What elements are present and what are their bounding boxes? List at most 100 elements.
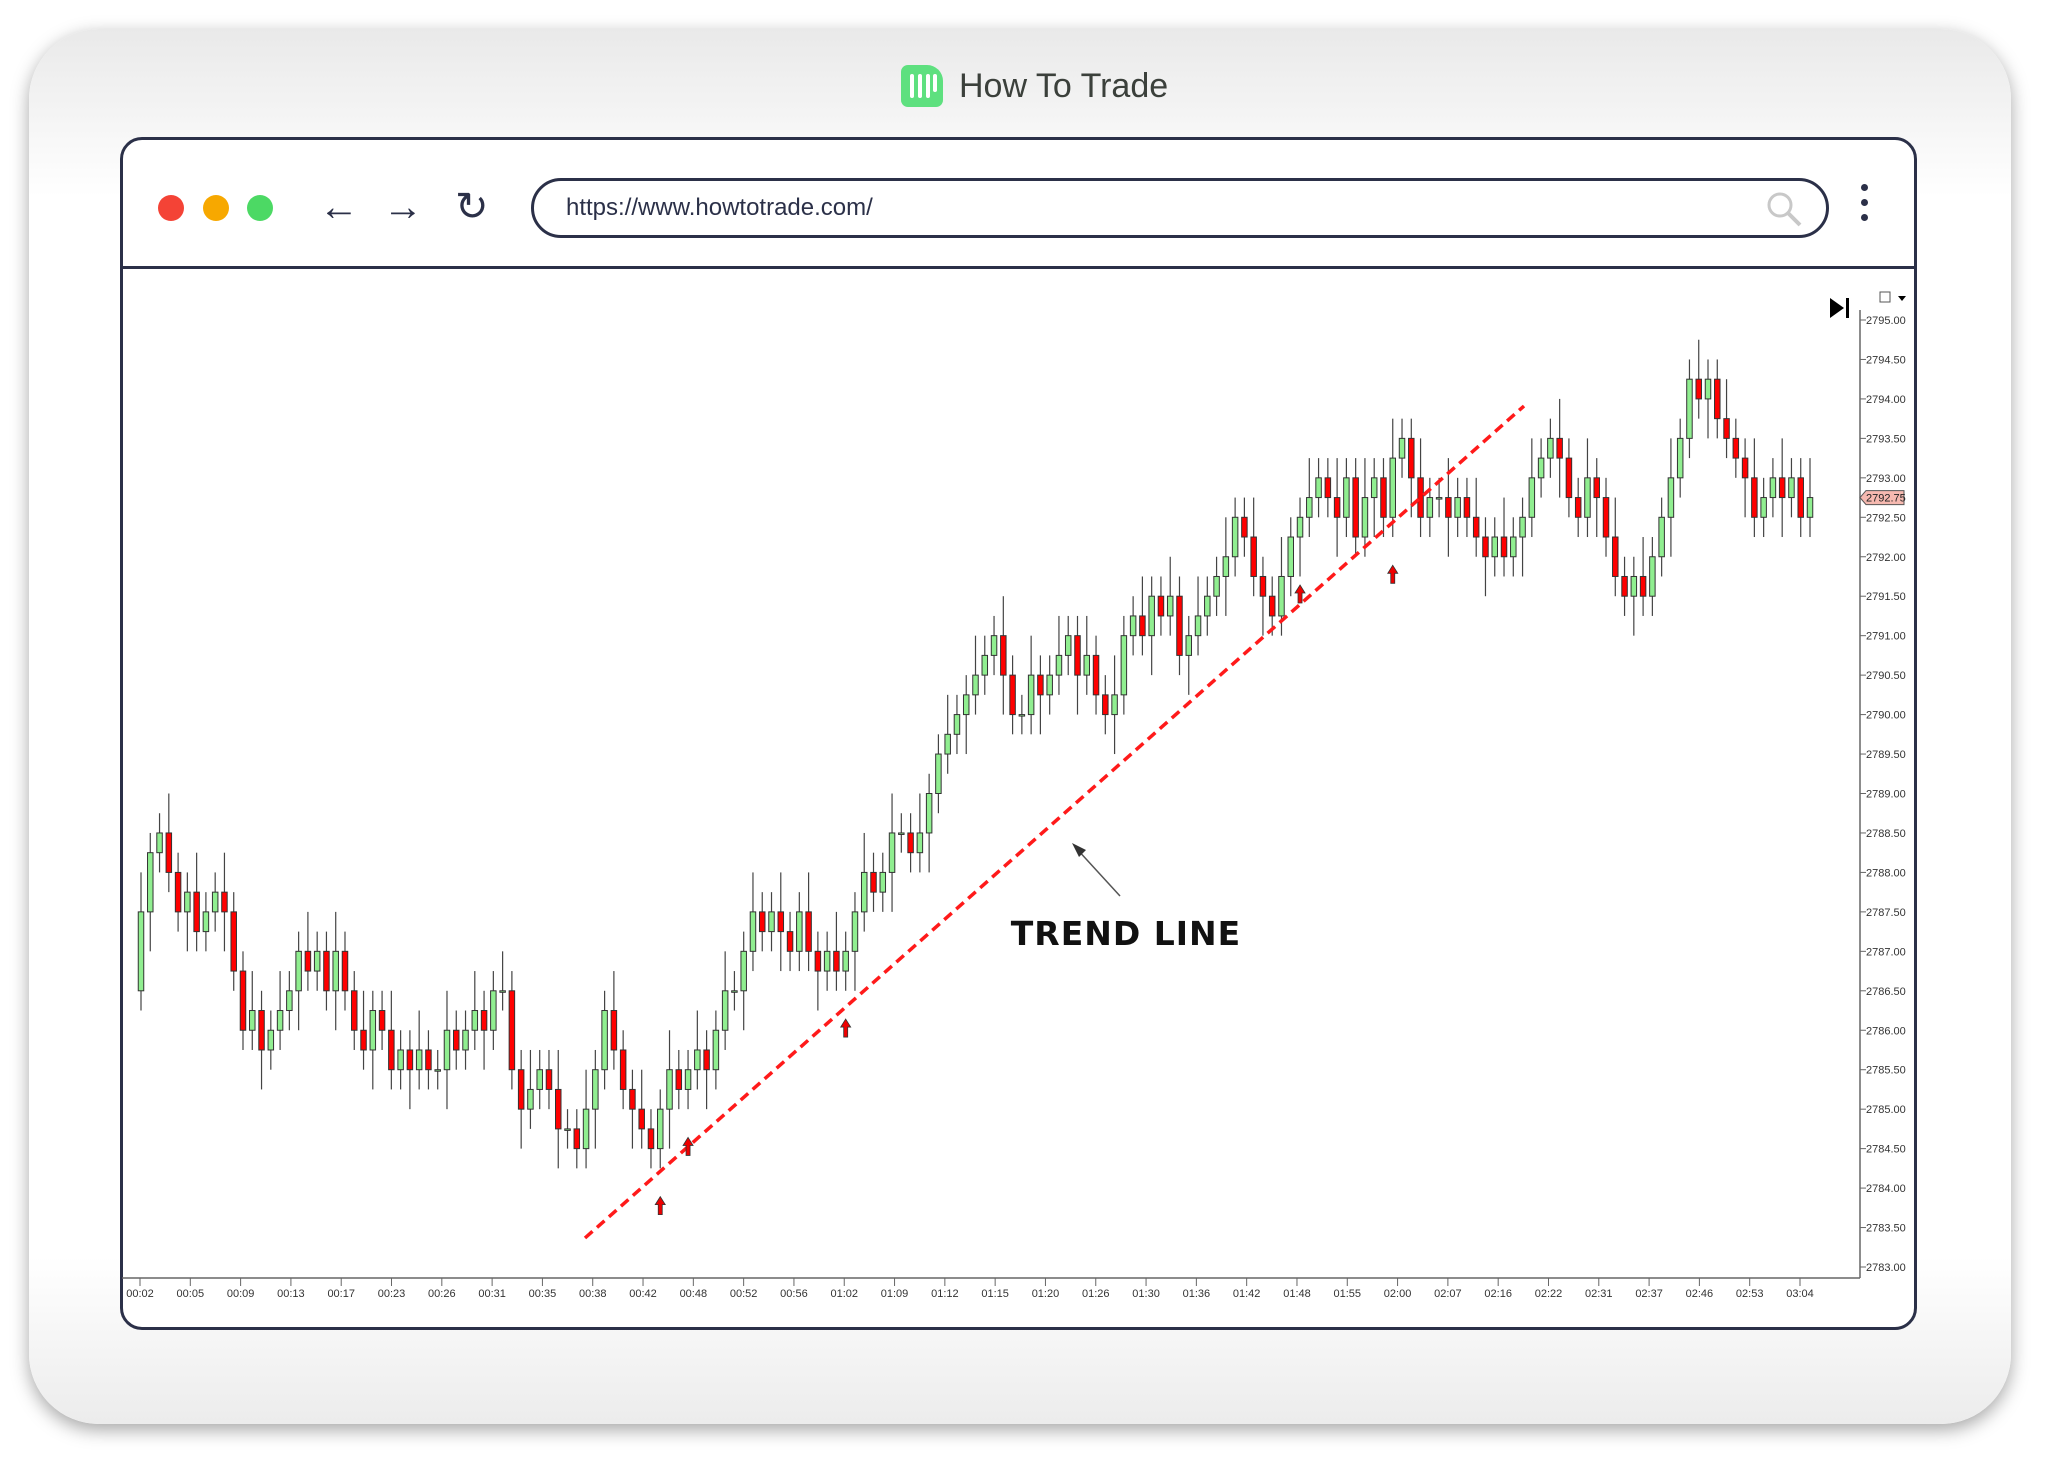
maximize-window-button[interactable] — [247, 195, 273, 221]
candle-up — [1547, 437, 1554, 459]
candle-down — [1621, 575, 1628, 597]
candle-down — [1102, 694, 1109, 716]
candle-down — [1139, 615, 1146, 637]
candle-down — [1574, 497, 1582, 518]
x-tick-label: 01:15 — [981, 1288, 1009, 1300]
candle-up — [137, 911, 145, 992]
candle-up — [1630, 575, 1638, 597]
candle-up — [656, 1108, 664, 1150]
candle-down — [1593, 477, 1600, 499]
candle-down — [304, 950, 312, 972]
candle-up — [276, 1010, 284, 1031]
annotation-arrowhead-icon — [1072, 843, 1086, 857]
back-arrow-icon[interactable]: ← — [319, 185, 359, 229]
candle-down — [1741, 457, 1749, 479]
x-tick-label: 00:02 — [126, 1288, 154, 1300]
reload-icon[interactable]: ↻ — [455, 185, 489, 229]
candle-up — [1769, 477, 1777, 499]
candle-up — [1704, 378, 1712, 400]
candle-up — [434, 1069, 441, 1072]
scroll-to-end-bar — [1846, 298, 1849, 318]
candle-down — [480, 1010, 488, 1031]
candle-up — [202, 911, 210, 933]
candle-up — [1083, 654, 1091, 676]
candle-up — [1315, 477, 1322, 499]
search-icon[interactable] — [1764, 189, 1804, 229]
candle-down — [425, 1049, 432, 1071]
candle-up — [1667, 477, 1675, 518]
candle-down — [1482, 536, 1489, 558]
candle-up — [1370, 477, 1378, 499]
brand-logo-icon — [901, 65, 943, 107]
x-tick-label: 00:35 — [529, 1288, 557, 1300]
support-touch-arrow-icon — [682, 1136, 694, 1156]
candle-down — [1556, 437, 1563, 459]
x-tick-label: 00:05 — [177, 1288, 205, 1300]
candle-down — [1009, 674, 1016, 716]
candle-down — [1408, 437, 1415, 479]
candle-up — [211, 891, 219, 913]
candle-up — [731, 990, 738, 993]
support-touch-arrow-icon — [654, 1195, 666, 1216]
candle-up — [499, 990, 506, 993]
candle-down — [1714, 378, 1721, 420]
candle-down — [453, 1029, 460, 1051]
candle-up — [1676, 437, 1684, 479]
y-tick-label: 2791.50 — [1866, 591, 1906, 603]
candle-up — [1120, 635, 1128, 696]
trend-line — [583, 404, 1526, 1240]
candle-up — [925, 793, 933, 834]
candle-up — [1194, 615, 1202, 637]
candle-up — [796, 911, 803, 952]
candle-up — [1537, 457, 1545, 479]
candle-up — [1686, 378, 1693, 439]
candle-up — [842, 950, 849, 972]
candle-up — [1584, 477, 1591, 518]
candle-up — [527, 1088, 534, 1110]
candle-up — [1528, 477, 1536, 518]
candle-up — [490, 990, 497, 1031]
x-tick-label: 01:55 — [1334, 1288, 1362, 1300]
x-tick-label: 00:09 — [227, 1288, 255, 1300]
format-f-icon — [1879, 291, 1891, 303]
candle-up — [1806, 497, 1814, 518]
address-bar[interactable]: https://www.howtotrade.com/ — [531, 178, 1829, 238]
candle-up — [1658, 516, 1665, 558]
y-tick-label: 2784.00 — [1866, 1183, 1906, 1195]
candle-up — [1213, 575, 1220, 597]
x-tick-label: 01:02 — [830, 1288, 858, 1300]
forward-arrow-icon[interactable]: → — [383, 185, 423, 229]
minimize-window-button[interactable] — [203, 195, 229, 221]
x-tick-label: 02:00 — [1384, 1288, 1412, 1300]
y-tick-label: 2791.00 — [1866, 631, 1906, 643]
y-tick-label: 2786.50 — [1866, 986, 1906, 998]
candle-up — [888, 832, 896, 873]
candle-down — [508, 990, 516, 1071]
candle-down — [230, 911, 237, 972]
y-tick-label: 2794.00 — [1866, 394, 1906, 406]
y-tick-label: 2787.50 — [1866, 907, 1906, 919]
x-tick-label: 00:48 — [680, 1288, 708, 1300]
candle-down — [360, 1029, 367, 1051]
candle-down — [1723, 418, 1730, 439]
candle-up — [1788, 477, 1795, 499]
candle-up — [286, 990, 293, 1012]
candle-down — [758, 911, 766, 933]
y-tick-label: 2792.50 — [1866, 512, 1906, 524]
current-price-marker — [1859, 490, 1905, 506]
candle-up — [295, 950, 302, 992]
candle-up — [1510, 536, 1517, 558]
candle-up — [156, 832, 163, 854]
candle-up — [1296, 516, 1304, 538]
candle-up — [1426, 497, 1434, 518]
candle-up — [1185, 635, 1193, 656]
candle-up — [981, 654, 989, 676]
y-tick-label: 2794.50 — [1866, 354, 1906, 366]
url-text[interactable]: https://www.howtotrade.com/ — [566, 194, 873, 221]
candle-down — [833, 950, 840, 972]
x-tick-label: 02:07 — [1434, 1288, 1462, 1300]
candle-up — [601, 1010, 608, 1071]
menu-kebab-icon[interactable] — [1861, 184, 1869, 229]
candle-down — [786, 931, 794, 952]
close-window-button[interactable] — [158, 195, 184, 221]
